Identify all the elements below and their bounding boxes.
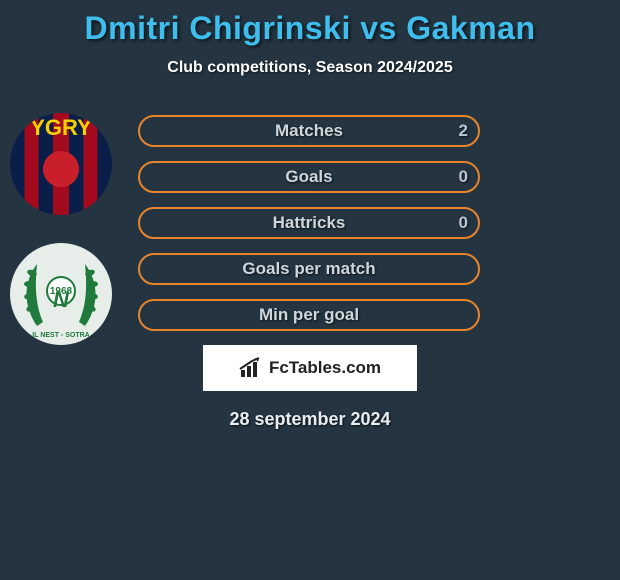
page-title: Dmitri Chigrinski vs Gakman [0,0,620,47]
stat-value-left: 0 [459,213,468,233]
club-name: IL NEST - SOTRA [32,332,89,339]
stat-row: Goals per match [138,253,480,285]
stat-label: Min per goal [140,305,478,325]
player1-avatar: YGRY [10,113,112,215]
club-letter: N [53,287,69,313]
stat-value-left: 2 [459,121,468,141]
stat-label: Goals per match [140,259,478,279]
subtitle: Club competitions, Season 2024/2025 [0,59,620,77]
bar-chart-icon [239,357,263,379]
stat-row: Goals0 [138,161,480,193]
stats-area: YGRY 1968 N IL NEST - S [0,115,620,331]
stat-label: Matches [140,121,478,141]
player2-avatar: 1968 N IL NEST - SOTRA [10,243,112,345]
stat-pill-left: Goals per match [138,253,480,285]
snapshot-date: 28 september 2024 [0,409,620,430]
logo-text: FcTables.com [269,358,381,378]
stat-row: Hattricks0 [138,207,480,239]
stat-label: Hattricks [140,213,478,233]
stat-value-left: 0 [459,167,468,187]
stat-row: Min per goal [138,299,480,331]
fctables-logo: FcTables.com [203,345,417,391]
stat-pill-left: Matches2 [138,115,480,147]
stat-pill-left: Hattricks0 [138,207,480,239]
stat-rows: Matches2Goals0Hattricks0Goals per matchM… [138,115,480,331]
stat-pill-left: Min per goal [138,299,480,331]
player1-avatar-text: YGRY [10,115,112,141]
stat-row: Matches2 [138,115,480,147]
stat-pill-left: Goals0 [138,161,480,193]
stat-label: Goals [140,167,478,187]
